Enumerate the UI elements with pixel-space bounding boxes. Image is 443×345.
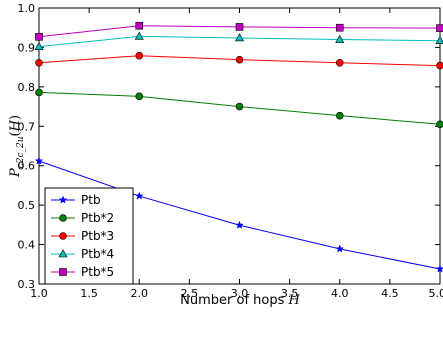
y-tick-label: 0.3: [18, 278, 36, 291]
legend-marker: [59, 268, 67, 276]
x-tick-label: 2.0: [131, 287, 149, 300]
data-point: [235, 220, 244, 229]
series-layer: [34, 21, 443, 273]
data-point: [34, 41, 44, 50]
y-tick-label: 0.9: [18, 41, 36, 54]
axis-ticks: 1.0 1.5 2.0 2.5 3.0 3.5 4.0 4.5 5.0 0.3 0.4 0.5 0.6 0…: [18, 2, 443, 300]
x-tick-label: 5.0: [429, 287, 443, 300]
legend: Ptb Ptb*2 Ptb*3 Ptb*4 Ptb*5: [44, 187, 134, 285]
data-point: [35, 59, 43, 67]
data-point: [135, 92, 144, 101]
data-point: [436, 24, 443, 32]
data-point: [436, 120, 443, 129]
legend-marker: [59, 232, 67, 240]
series-4: [34, 31, 443, 50]
data-point: [335, 59, 344, 67]
x-tick-label: 2.5: [181, 287, 199, 300]
x-tick-label: 3.5: [281, 287, 299, 300]
legend-marker: [59, 214, 67, 222]
legend-item: Ptb*2: [51, 211, 114, 225]
data-point: [436, 61, 443, 70]
y-tick-label: 0.4: [18, 239, 36, 252]
x-tick-label: 4.5: [381, 287, 399, 300]
x-tick-label: 3.0: [231, 287, 249, 300]
legend-marker: [58, 249, 68, 258]
x-tick-label: 1.0: [30, 287, 48, 300]
legend-marker: [58, 195, 68, 204]
legend-item: Ptb*5: [51, 265, 114, 279]
legend-label: Ptb*3: [81, 229, 114, 243]
x-tick-label: 4.0: [331, 287, 349, 300]
y-tick-label: 0.8: [18, 81, 36, 94]
data-point: [135, 51, 144, 60]
y-tick-label: 0.7: [18, 120, 36, 133]
legend-item: Ptb: [51, 193, 101, 207]
data-point: [35, 32, 43, 41]
data-point: [235, 102, 244, 111]
data-point: [235, 55, 244, 64]
data-point: [335, 111, 344, 120]
data-point: [335, 23, 344, 32]
data-point: [235, 23, 244, 31]
legend-label: Ptb: [81, 193, 101, 207]
y-axis-label: Pc2c_2u(H): [8, 115, 26, 178]
data-point: [335, 244, 345, 253]
data-point: [35, 88, 43, 97]
y-tick-label: 0.5: [18, 199, 36, 212]
data-point: [335, 34, 345, 43]
data-point: [234, 33, 245, 42]
data-point: [34, 156, 44, 165]
series-1: [34, 156, 443, 273]
y-tick-label: 0.6: [18, 160, 36, 173]
series-2: [35, 88, 443, 129]
legend-label: Ptb*4: [81, 247, 114, 261]
data-point: [435, 35, 443, 45]
series-5: [35, 21, 443, 41]
legend-label: Ptb*5: [81, 265, 114, 279]
data-point: [134, 191, 144, 200]
legend-item: Ptb*4: [51, 247, 114, 261]
series-3: [35, 51, 443, 70]
y-tick-label: 1.0: [18, 2, 36, 15]
legend-item: Ptb*3: [51, 229, 114, 243]
data-point: [135, 21, 144, 30]
legend-label: Ptb*2: [81, 211, 114, 225]
data-point: [134, 31, 144, 40]
x-tick-label: 1.5: [80, 287, 98, 300]
x-axis-label: Number of hops H: [180, 293, 300, 308]
